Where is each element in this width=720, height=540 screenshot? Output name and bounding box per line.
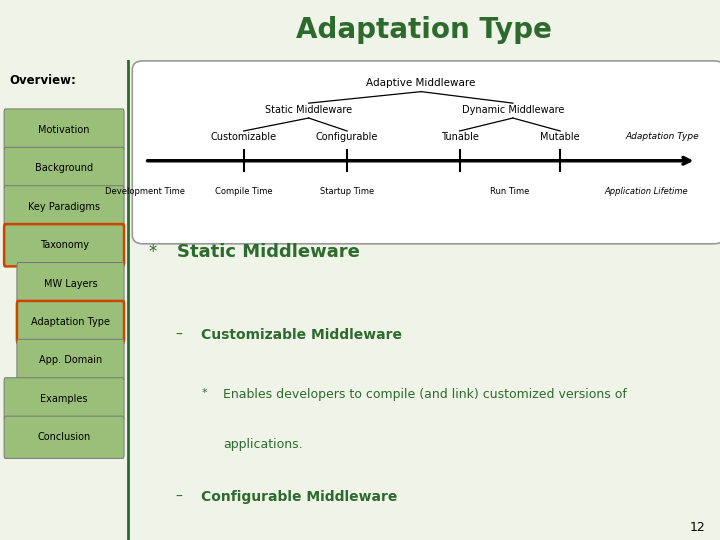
- Text: Overview:: Overview:: [9, 75, 76, 87]
- Text: Development Time: Development Time: [104, 187, 185, 196]
- FancyBboxPatch shape: [4, 147, 124, 190]
- Text: Key Paradigms: Key Paradigms: [28, 202, 100, 212]
- FancyBboxPatch shape: [17, 301, 124, 343]
- Text: Application Lifetime: Application Lifetime: [604, 187, 688, 196]
- Text: –: –: [176, 490, 182, 504]
- FancyBboxPatch shape: [4, 109, 124, 151]
- Text: Tunable: Tunable: [441, 132, 479, 141]
- Text: Mutable: Mutable: [541, 132, 580, 141]
- Text: Enables developers to compile (and link) customized versions of: Enables developers to compile (and link)…: [223, 388, 626, 401]
- FancyBboxPatch shape: [4, 186, 124, 228]
- Text: App. Domain: App. Domain: [39, 355, 102, 366]
- Text: Conclusion: Conclusion: [37, 432, 91, 442]
- Text: Adaptive Middleware: Adaptive Middleware: [366, 78, 476, 88]
- Text: Taxonomy: Taxonomy: [40, 240, 89, 250]
- Text: *: *: [149, 244, 157, 261]
- Text: Configurable: Configurable: [316, 132, 378, 141]
- Text: Adaptation Type: Adaptation Type: [31, 317, 110, 327]
- Text: Static Middleware: Static Middleware: [265, 105, 352, 116]
- Text: Background: Background: [35, 164, 93, 173]
- Text: Adaptation Type: Adaptation Type: [626, 132, 699, 141]
- Text: *: *: [202, 388, 208, 399]
- Text: 12: 12: [690, 521, 705, 534]
- Text: Customizable Middleware: Customizable Middleware: [201, 328, 402, 342]
- Text: Examples: Examples: [40, 394, 88, 404]
- Text: Static Middleware: Static Middleware: [177, 244, 360, 261]
- Text: Configurable Middleware: Configurable Middleware: [201, 490, 397, 504]
- Text: Startup Time: Startup Time: [320, 187, 374, 196]
- Text: MW Layers: MW Layers: [44, 279, 97, 289]
- FancyBboxPatch shape: [4, 378, 124, 420]
- FancyBboxPatch shape: [17, 262, 124, 305]
- Text: Compile Time: Compile Time: [215, 187, 272, 196]
- Text: Dynamic Middleware: Dynamic Middleware: [462, 105, 564, 116]
- FancyBboxPatch shape: [132, 61, 720, 244]
- FancyBboxPatch shape: [4, 224, 124, 266]
- FancyBboxPatch shape: [17, 339, 124, 382]
- Text: Run Time: Run Time: [490, 187, 530, 196]
- Text: Adaptation Type: Adaptation Type: [296, 16, 552, 44]
- Text: Customizable: Customizable: [210, 132, 276, 141]
- FancyBboxPatch shape: [4, 416, 124, 458]
- Text: –: –: [176, 328, 182, 342]
- Text: applications.: applications.: [223, 438, 302, 451]
- Text: Motivation: Motivation: [38, 125, 90, 135]
